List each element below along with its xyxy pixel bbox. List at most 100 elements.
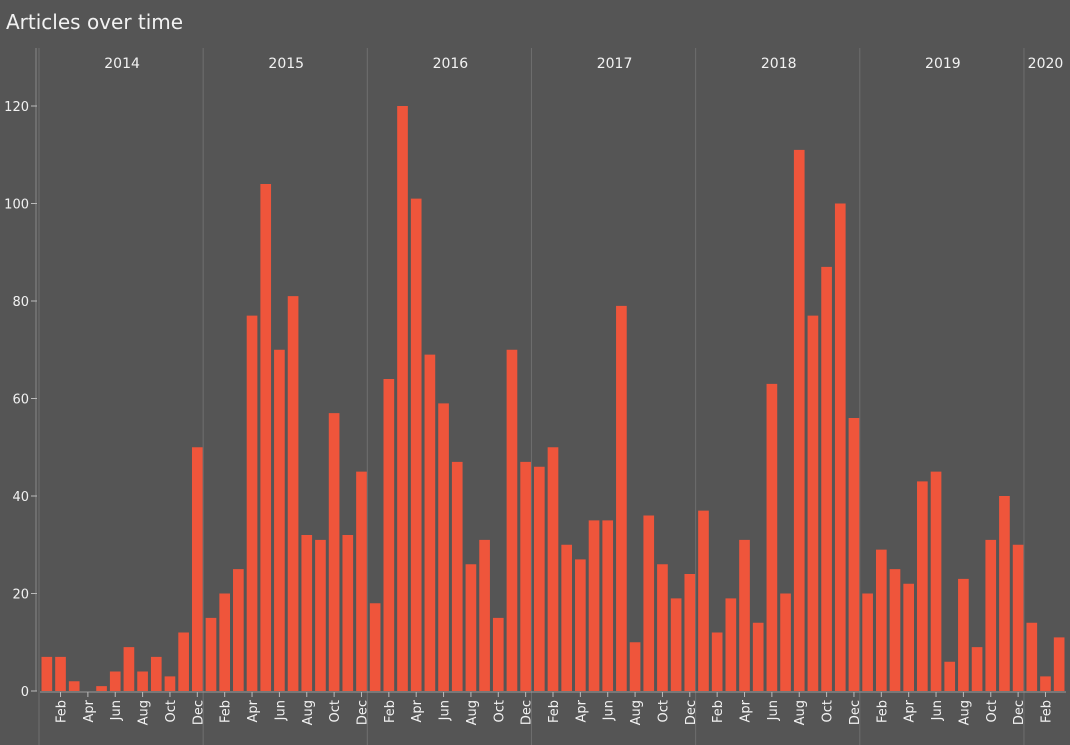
bar xyxy=(150,656,162,692)
x-tick-label: Aug xyxy=(957,700,972,725)
x-tick-label: Apr xyxy=(82,699,97,722)
x-tick-label: Jun xyxy=(766,700,781,721)
bar xyxy=(684,574,696,691)
bar xyxy=(1012,544,1024,691)
bar xyxy=(55,656,66,692)
bar xyxy=(451,461,463,692)
bar xyxy=(68,681,80,691)
bar xyxy=(848,418,860,691)
x-tick-label: Aug xyxy=(629,700,644,725)
bar xyxy=(821,266,832,692)
year-label: 2016 xyxy=(433,56,469,72)
bar xyxy=(698,510,709,692)
x-tick-label: Dec xyxy=(191,700,206,725)
bar xyxy=(301,535,313,691)
x-tick-label: Apr xyxy=(246,699,261,722)
bar xyxy=(629,642,641,691)
year-label: 2019 xyxy=(925,56,961,72)
bar xyxy=(807,315,819,692)
bar xyxy=(369,603,381,691)
bar xyxy=(602,520,614,692)
bar xyxy=(1040,676,1051,692)
bar xyxy=(424,354,436,692)
x-tick-label: Jun xyxy=(438,700,453,721)
bar xyxy=(479,539,490,692)
x-tick-label: Oct xyxy=(821,700,836,722)
bar xyxy=(287,296,299,692)
x-tick-label: Dec xyxy=(1012,700,1027,725)
bar xyxy=(520,461,531,692)
x-tick-label: Feb xyxy=(219,700,234,723)
bar xyxy=(999,496,1010,691)
bar xyxy=(547,447,559,691)
x-tick-label: Jun xyxy=(602,700,617,721)
bar xyxy=(178,632,189,691)
bar xyxy=(109,671,121,691)
x-tick-label: Feb xyxy=(55,700,70,723)
y-tick-label: 60 xyxy=(12,393,29,408)
bar xyxy=(465,564,477,691)
bar xyxy=(356,471,367,692)
x-tick-label: Feb xyxy=(547,700,562,723)
bar xyxy=(834,203,846,691)
bar xyxy=(260,184,272,691)
y-tick-label: 80 xyxy=(12,295,29,310)
bar xyxy=(575,559,586,692)
x-axis: Feb Apr Jun Aug Oct Dec Feb Apr Jun Aug Oct Dec Feb A… xyxy=(40,691,1066,725)
bar xyxy=(875,549,887,692)
year-label: 2020 xyxy=(1028,56,1064,72)
bar xyxy=(1026,622,1038,691)
bar xyxy=(342,535,354,691)
bar xyxy=(903,583,915,691)
bar xyxy=(315,539,326,692)
x-tick-label: Oct xyxy=(985,700,1000,722)
year-dividers xyxy=(38,48,1025,745)
x-tick-label: Oct xyxy=(328,700,343,722)
bar xyxy=(438,403,449,692)
bar xyxy=(246,315,258,692)
bar xyxy=(725,598,737,692)
bar xyxy=(274,349,285,691)
bar xyxy=(164,676,176,692)
bar xyxy=(410,198,422,692)
x-tick-label: Feb xyxy=(1039,700,1054,723)
x-tick-label: Aug xyxy=(465,700,480,725)
x-tick-label: Aug xyxy=(301,700,316,725)
x-tick-label: Dec xyxy=(684,700,699,725)
bar xyxy=(643,515,655,691)
bar xyxy=(383,379,395,691)
bar xyxy=(191,447,203,691)
x-tick-label: Apr xyxy=(574,699,589,722)
bar xyxy=(766,383,778,692)
year-header-labels: 2014 2015 2016 2017 2018 2019 2020 xyxy=(104,56,1063,72)
y-tick-label: 120 xyxy=(4,100,29,115)
chart-title: Articles over time xyxy=(6,10,184,34)
x-tick-label: Jun xyxy=(930,700,945,721)
bar xyxy=(711,632,723,691)
bar xyxy=(971,647,983,692)
y-axis: 0 20 40 60 80 100 120 xyxy=(4,48,37,700)
bar xyxy=(670,598,682,692)
y-tick-label: 40 xyxy=(12,490,29,505)
bar xyxy=(506,349,518,691)
bar xyxy=(958,578,969,692)
bar xyxy=(862,593,873,691)
x-tick-label: Feb xyxy=(383,700,398,723)
x-tick-label: Feb xyxy=(875,700,890,723)
x-tick-label: Dec xyxy=(520,700,535,725)
bar xyxy=(41,656,53,692)
bar xyxy=(533,466,545,691)
bar xyxy=(233,569,244,692)
bar xyxy=(588,520,600,692)
y-tick-label: 0 xyxy=(21,685,29,700)
x-tick-label: Apr xyxy=(903,699,918,722)
bar xyxy=(657,564,668,691)
bar xyxy=(985,539,997,692)
bar xyxy=(739,539,750,692)
bar xyxy=(944,661,956,691)
bar xyxy=(917,481,928,692)
bars xyxy=(41,106,1065,692)
x-tick-label: Apr xyxy=(410,699,425,722)
y-tick-label: 20 xyxy=(12,588,29,603)
